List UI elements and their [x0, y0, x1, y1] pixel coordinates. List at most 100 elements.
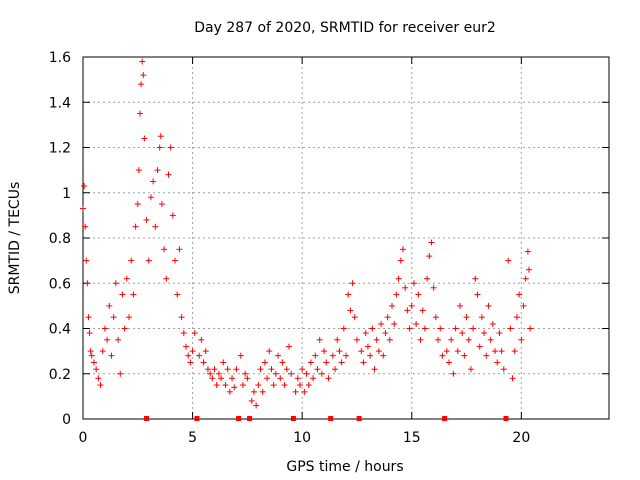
data-point [211, 366, 218, 373]
data-point [255, 382, 262, 389]
data-point [489, 320, 496, 327]
data-point [279, 359, 286, 366]
data-point [99, 348, 106, 355]
data-point [286, 343, 293, 350]
data-point [410, 280, 417, 287]
data-point [248, 397, 255, 404]
y-tick-label: 0 [62, 412, 71, 428]
data-point [112, 280, 119, 287]
gap-marker [503, 416, 509, 421]
data-point [498, 348, 505, 355]
gap-marker [236, 416, 242, 421]
data-point [106, 302, 113, 309]
gap-marker [247, 416, 253, 421]
data-point [165, 171, 172, 178]
data-point [404, 307, 411, 314]
gap-marker [356, 416, 362, 421]
data-point [187, 359, 194, 366]
data-point [136, 110, 143, 117]
data-point [88, 352, 95, 359]
data-point [487, 336, 494, 343]
data-point [443, 348, 450, 355]
data-point [362, 330, 369, 337]
data-point [134, 201, 141, 208]
data-point [292, 388, 299, 395]
data-point [439, 352, 446, 359]
data-point [526, 266, 533, 273]
data-point [172, 257, 179, 264]
data-point [417, 336, 424, 343]
data-point [270, 382, 277, 389]
y-tick-label: 1.4 [49, 95, 71, 111]
data-point [156, 144, 163, 151]
data-point [288, 370, 295, 377]
data-point [397, 257, 404, 264]
data-point [369, 325, 376, 332]
data-point [266, 348, 273, 355]
data-point [456, 302, 463, 309]
gap-marker [290, 416, 296, 421]
data-point [314, 366, 321, 373]
data-point [516, 291, 523, 298]
data-point [138, 81, 145, 88]
data-point [198, 336, 205, 343]
data-point [213, 382, 220, 389]
data-point [476, 343, 483, 350]
data-point [281, 382, 288, 389]
x-tick-label: 0 [79, 430, 88, 446]
data-point [428, 239, 435, 246]
data-point [378, 320, 385, 327]
data-point [446, 359, 453, 366]
axis-ticks: 0 0.2 0.4 0.6 0.8 1 1.2 1.4 1.6 0 5 10 15 20 [49, 50, 609, 446]
x-tick-label: 10 [293, 430, 311, 446]
data-point [239, 382, 246, 389]
data-point [191, 330, 198, 337]
data-point [524, 248, 531, 255]
data-point [97, 382, 104, 389]
data-point [237, 352, 244, 359]
data-point [86, 330, 93, 337]
data-point [454, 348, 461, 355]
data-point [430, 284, 437, 291]
data-point [95, 375, 102, 382]
data-point [481, 330, 488, 337]
gap-markers [144, 416, 509, 421]
data-point [183, 343, 190, 350]
data-point [452, 325, 459, 332]
data-point [349, 280, 356, 287]
data-point [222, 382, 229, 389]
data-point [450, 370, 457, 377]
data-point [141, 135, 148, 142]
data-point [334, 336, 341, 343]
data-point [253, 402, 260, 409]
data-point [399, 246, 406, 253]
data-point [277, 375, 284, 382]
data-point [119, 291, 126, 298]
data-point [340, 325, 347, 332]
data-point [224, 366, 231, 373]
data-point [215, 370, 222, 377]
data-point [343, 352, 349, 359]
data-point [130, 291, 137, 298]
data-point [87, 348, 94, 355]
data-point [305, 382, 312, 389]
data-point [259, 388, 266, 395]
data-point [176, 246, 183, 253]
data-point [283, 366, 290, 373]
chart-title: Day 287 of 2020, SRMTID for receiver eur… [194, 20, 496, 36]
data-point [226, 388, 233, 395]
data-point [202, 348, 209, 355]
data-point [527, 325, 534, 332]
data-point [321, 348, 328, 355]
data-point [115, 336, 122, 343]
data-point [318, 370, 325, 377]
x-tick-label: 15 [403, 430, 421, 446]
data-point [147, 194, 154, 201]
data-point [90, 359, 97, 366]
x-axis-label: GPS time / hours [286, 459, 403, 475]
data-point [268, 366, 275, 373]
data-point [157, 133, 164, 140]
data-points [80, 58, 534, 409]
data-point [261, 359, 268, 366]
